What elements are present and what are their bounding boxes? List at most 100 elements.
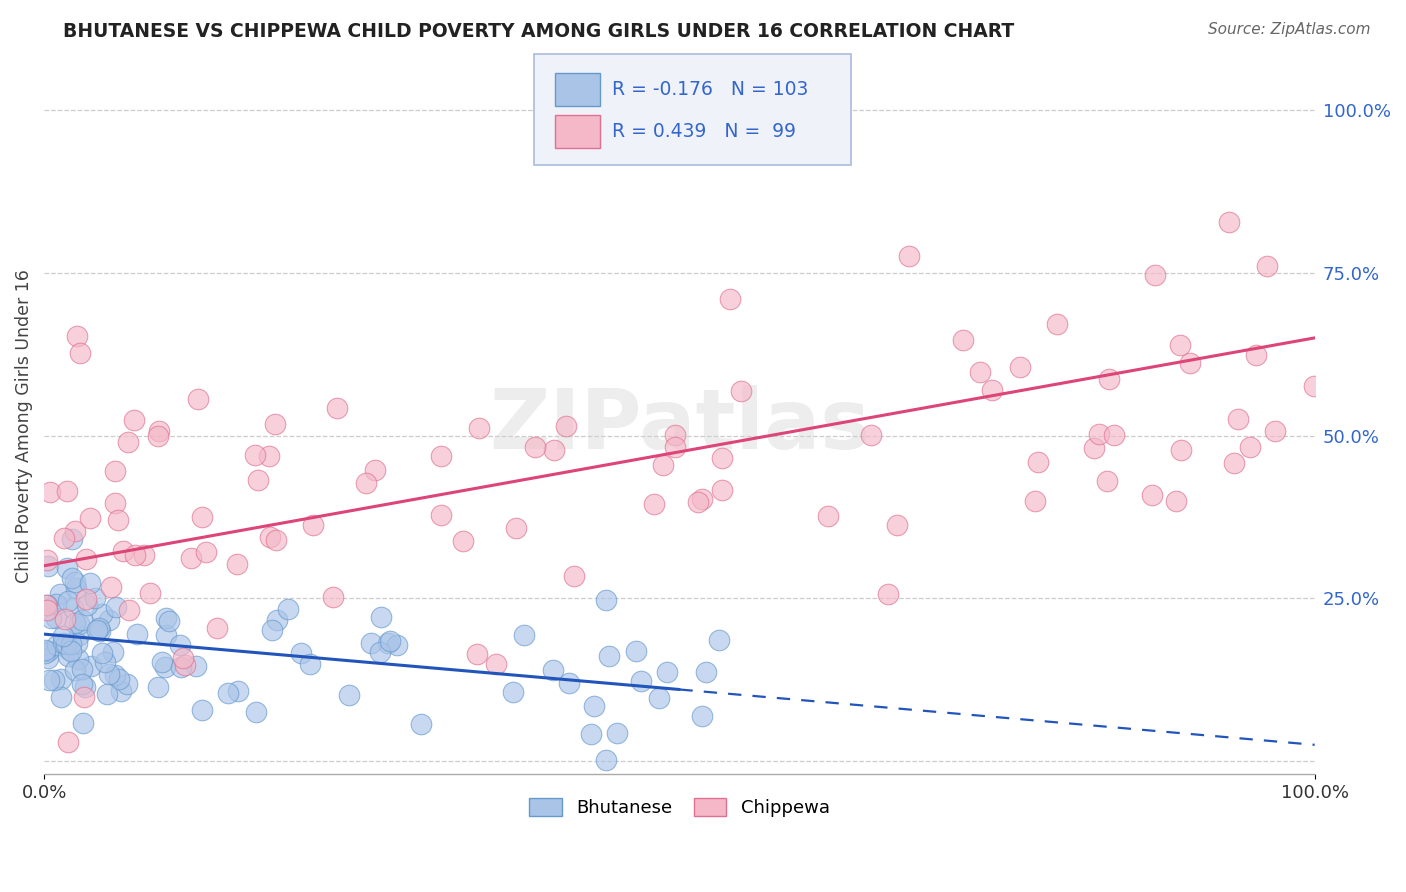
- Point: [354, 475, 377, 490]
- Point: [155, 610, 177, 624]
- Point: [217, 686, 239, 700]
- Point: [226, 683, 249, 698]
- Point: [360, 636, 382, 650]
- Point: [70, 613, 93, 627]
- Point: [1026, 455, 1049, 469]
- Text: BHUTANESE VS CHIPPEWA CHILD POVERTY AMONG GIRLS UNDER 16 CORRELATION CHART: BHUTANESE VS CHIPPEWA CHILD POVERTY AMON…: [63, 22, 1015, 41]
- Point: [485, 657, 508, 671]
- Point: [35, 598, 58, 612]
- Point: [322, 590, 344, 604]
- Point: [55, 637, 77, 651]
- Point: [1239, 440, 1261, 454]
- Point: [63, 616, 86, 631]
- Point: [630, 674, 652, 689]
- Point: [711, 483, 734, 498]
- Point: [1088, 427, 1111, 442]
- Point: [37, 558, 59, 573]
- Point: [139, 585, 162, 599]
- Point: [37, 553, 59, 567]
- Point: [63, 524, 86, 538]
- Point: [96, 687, 118, 701]
- Point: [49, 690, 72, 705]
- Point: [75, 552, 97, 566]
- Point: [186, 659, 208, 673]
- Point: [1302, 378, 1324, 392]
- Point: [364, 462, 387, 476]
- Point: [124, 548, 146, 562]
- Point: [56, 734, 79, 748]
- Point: [58, 641, 80, 656]
- Point: [207, 621, 229, 635]
- Point: [886, 518, 908, 533]
- Point: [62, 601, 84, 615]
- Point: [56, 593, 79, 607]
- Point: [690, 709, 713, 723]
- Point: [264, 417, 287, 432]
- Point: [104, 464, 127, 478]
- Text: R = 0.439   N =  99: R = 0.439 N = 99: [612, 121, 796, 141]
- Point: [93, 655, 115, 669]
- Point: [505, 521, 527, 535]
- Point: [1256, 260, 1278, 274]
- Point: [277, 602, 299, 616]
- Point: [378, 634, 401, 648]
- Point: [38, 673, 60, 687]
- Point: [980, 383, 1002, 397]
- Point: [302, 518, 325, 533]
- Point: [595, 593, 617, 607]
- Point: [1244, 348, 1267, 362]
- Point: [70, 662, 93, 676]
- Point: [65, 664, 87, 678]
- Point: [226, 557, 249, 571]
- Point: [60, 533, 83, 547]
- Point: [89, 624, 111, 639]
- Point: [643, 497, 665, 511]
- Point: [655, 665, 678, 679]
- Point: [513, 628, 536, 642]
- Point: [34, 643, 56, 657]
- Point: [76, 598, 98, 612]
- Point: [385, 638, 408, 652]
- Point: [86, 623, 108, 637]
- Point: [582, 698, 605, 713]
- Point: [73, 690, 96, 704]
- Point: [60, 571, 83, 585]
- Point: [44, 673, 66, 687]
- Point: [195, 545, 218, 559]
- Point: [105, 600, 128, 615]
- Point: [259, 530, 281, 544]
- Point: [695, 665, 717, 679]
- Point: [290, 646, 312, 660]
- Point: [51, 672, 73, 686]
- Point: [56, 649, 79, 664]
- Point: [122, 413, 145, 427]
- Point: [148, 424, 170, 438]
- Point: [91, 646, 114, 660]
- Point: [41, 610, 63, 624]
- Point: [84, 591, 107, 605]
- Point: [897, 249, 920, 263]
- Point: [112, 544, 135, 558]
- Point: [468, 421, 491, 435]
- Point: [190, 510, 212, 524]
- Point: [60, 637, 83, 651]
- Point: [730, 384, 752, 398]
- Point: [1144, 268, 1167, 282]
- Point: [598, 649, 620, 664]
- Point: [1168, 337, 1191, 351]
- Point: [581, 727, 603, 741]
- Point: [53, 531, 76, 545]
- Point: [65, 329, 87, 343]
- Point: [153, 659, 176, 673]
- Point: [39, 484, 62, 499]
- Point: [66, 636, 89, 650]
- Point: [191, 703, 214, 717]
- Text: R = -0.176   N = 103: R = -0.176 N = 103: [612, 79, 808, 99]
- Point: [115, 676, 138, 690]
- Point: [624, 643, 647, 657]
- Point: [132, 548, 155, 562]
- Point: [187, 392, 209, 406]
- Point: [952, 334, 974, 348]
- Point: [169, 638, 191, 652]
- Point: [67, 616, 90, 631]
